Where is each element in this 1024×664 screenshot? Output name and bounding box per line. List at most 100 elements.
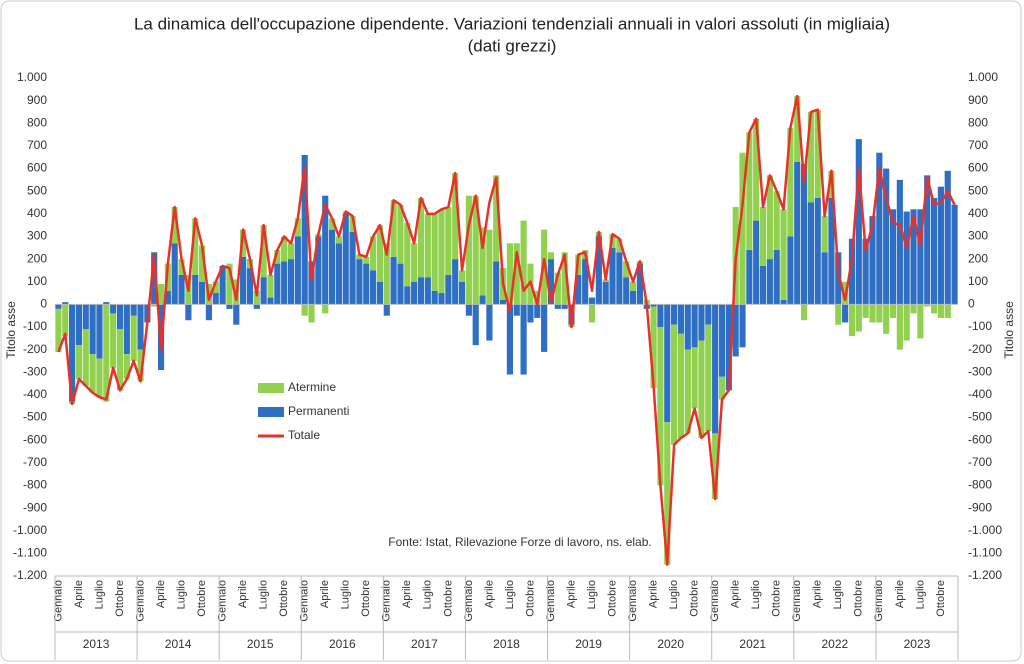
bar — [684, 304, 691, 350]
bar — [903, 211, 910, 305]
y2-tick-label: -300 — [968, 364, 992, 378]
y2-tick-label: -1.200 — [968, 568, 1002, 582]
bar — [937, 304, 944, 318]
group-label: 2023 — [904, 637, 931, 651]
bar — [629, 281, 637, 291]
x-tick-label: Gennaio — [791, 580, 803, 622]
bar — [171, 243, 178, 305]
bar — [944, 304, 951, 318]
x-tick-label: Luglio — [93, 580, 105, 609]
bar — [199, 245, 206, 282]
bar — [205, 304, 212, 321]
bar — [253, 304, 260, 309]
bar — [157, 283, 165, 305]
y-tick-label: -1.200 — [13, 568, 47, 582]
annotation: Fonte: Istat, Rilevazione Forze di lavor… — [388, 535, 651, 549]
bar — [301, 304, 308, 316]
y-tick-label: -100 — [23, 319, 47, 333]
bar — [130, 304, 137, 316]
bar — [137, 304, 144, 350]
y-tick-label: 700 — [27, 138, 47, 152]
bar — [424, 213, 431, 278]
x-tick-label: Gennaio — [545, 580, 557, 622]
bar — [226, 263, 233, 305]
y2-tick-label: -1.100 — [968, 546, 1002, 560]
x-tick-label: Gennaio — [463, 580, 475, 622]
legend-swatch — [258, 407, 284, 417]
bar — [554, 272, 561, 305]
bar — [335, 243, 342, 305]
x-tick-label: Luglio — [750, 580, 762, 609]
bar — [411, 281, 418, 305]
bar — [787, 127, 794, 237]
bar — [787, 236, 794, 305]
bar — [322, 304, 329, 314]
x-tick-label: Aprile — [319, 580, 331, 608]
bar — [616, 238, 623, 253]
bar — [62, 304, 69, 337]
bar — [465, 195, 472, 305]
group-label: 2017 — [411, 637, 438, 651]
bar — [445, 207, 452, 275]
bar — [417, 197, 425, 278]
y2-tick-label: 0 — [968, 297, 975, 311]
y-tick-label: 0 — [40, 297, 47, 311]
y-axis-label: Titolo asse — [4, 301, 18, 359]
bar — [192, 218, 199, 275]
bar — [287, 243, 295, 260]
bar — [650, 304, 657, 307]
bar — [801, 164, 808, 305]
x-tick-label: Aprile — [565, 580, 577, 608]
bar — [151, 304, 158, 307]
y-tick-label: 200 — [27, 251, 47, 265]
bar — [96, 358, 103, 398]
bar — [116, 329, 124, 391]
bar — [848, 238, 856, 305]
y-tick-label: -1.000 — [13, 523, 47, 537]
bar — [896, 179, 903, 305]
bar — [718, 304, 726, 377]
bar — [910, 209, 917, 305]
group-label: 2013 — [83, 637, 110, 651]
x-tick-label: Ottobre — [114, 580, 126, 617]
x-tick-label: Ottobre — [606, 580, 618, 617]
y-tick-label: 400 — [27, 206, 47, 220]
bar — [794, 96, 801, 162]
bar — [657, 304, 664, 327]
bar — [281, 236, 288, 262]
x-tick-label: Luglio — [258, 580, 270, 609]
bar — [308, 304, 315, 323]
bar — [732, 304, 739, 357]
bar — [301, 154, 308, 305]
y2-tick-label: -800 — [968, 478, 992, 492]
bar — [506, 243, 513, 305]
bar — [137, 349, 144, 382]
bar — [828, 197, 835, 305]
bar — [363, 256, 370, 264]
bar — [664, 422, 671, 565]
bar — [103, 302, 110, 305]
x-tick-label: Luglio — [175, 580, 187, 609]
x-tick-label: Ottobre — [360, 580, 372, 617]
x-tick-label: Luglio — [586, 580, 598, 609]
bar — [801, 304, 808, 321]
bar — [472, 195, 479, 305]
bar — [547, 259, 555, 305]
bar — [370, 236, 377, 271]
x-tick-label: Gennaio — [627, 580, 639, 622]
bar — [821, 216, 828, 253]
bar — [814, 197, 821, 305]
bar — [274, 263, 281, 305]
bar — [417, 277, 425, 305]
bar — [671, 324, 678, 445]
bar — [479, 295, 486, 305]
bar — [842, 304, 849, 323]
y-tick-label: -200 — [23, 342, 47, 356]
y2-axis-label: Titolo asse — [1002, 301, 1016, 359]
x-tick-label: Ottobre — [278, 580, 290, 617]
x-tick-label: Luglio — [832, 580, 844, 609]
bar — [664, 304, 671, 423]
bar — [465, 304, 472, 316]
bar — [513, 243, 520, 305]
